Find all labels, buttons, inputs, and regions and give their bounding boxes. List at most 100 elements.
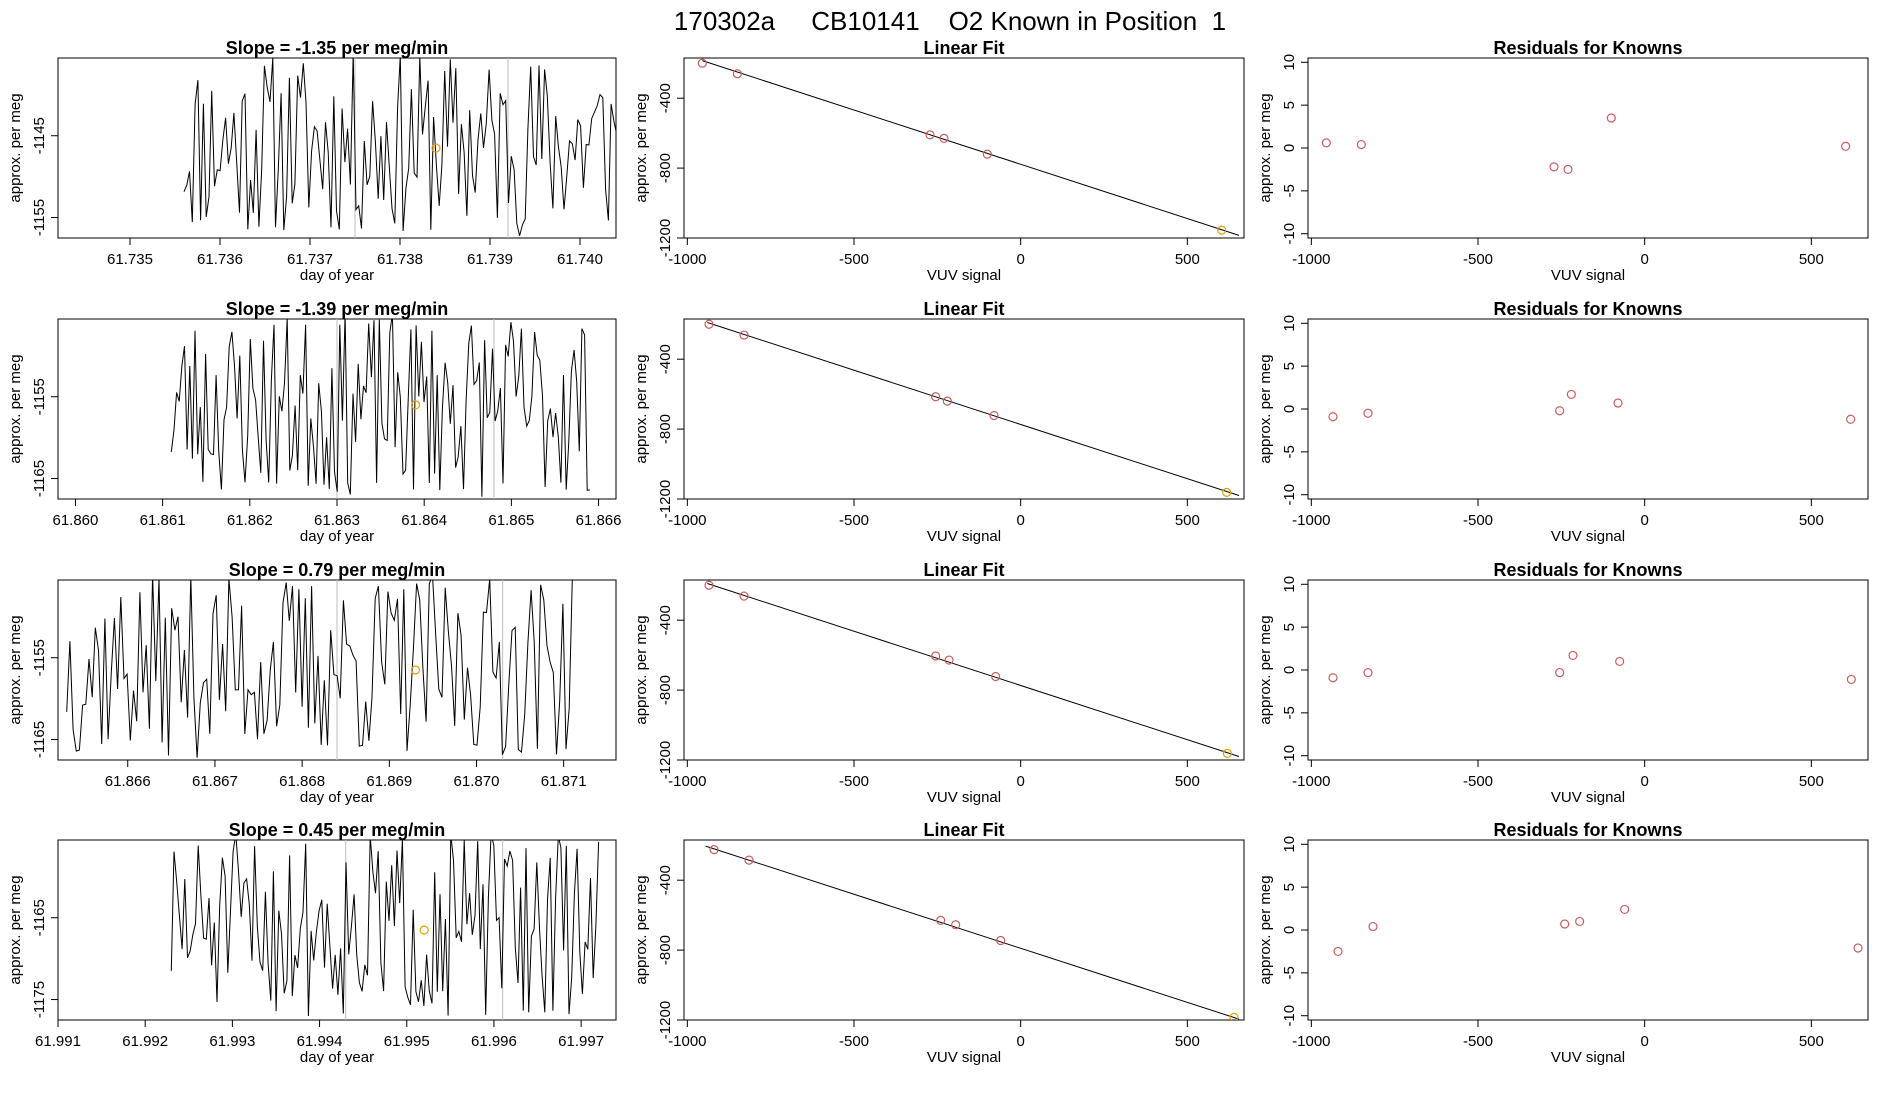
x-tick-label: 61.864 [401, 512, 447, 529]
data-point [1549, 162, 1559, 172]
y-tick-label: -10 [1281, 1005, 1298, 1027]
x-tick-label: 61.862 [227, 512, 273, 529]
x-tick-label: 61.865 [488, 512, 534, 529]
x-tick-label: 500 [1799, 773, 1824, 790]
y-tick-label: -1165 [31, 899, 48, 936]
x-tick-label: 500 [1799, 251, 1824, 268]
y-tick-label: -5 [1281, 966, 1298, 979]
y-tick-label: -400 [657, 605, 674, 635]
y-axis-label: approx. per meg [633, 354, 650, 463]
panel-3-0: Slope = 0.45 per meg/min 61.991 61.992 61.9… [7, 820, 617, 1066]
y-axis-label: approx. per meg [7, 615, 24, 724]
chart-title: Slope = 0.79 per meg/min [229, 560, 446, 580]
data-point [1566, 389, 1576, 400]
panel-0-0: Slope = -1.35 per meg/min 61.735 61.736 61.… [7, 38, 617, 284]
x-tick-label: 61.736 [197, 251, 243, 268]
y-tick-label: 0 [1281, 926, 1298, 934]
x-tick-label: 500 [1799, 1033, 1824, 1050]
x-tick-label: 61.991 [35, 1033, 81, 1050]
x-tick-label: 500 [1175, 1033, 1200, 1050]
data-point [1615, 656, 1625, 667]
y-tick-label: -1200 [657, 741, 674, 779]
y-axis-label: approx. per meg [7, 93, 24, 202]
y-tick-label: 10 [1281, 836, 1298, 853]
data-point [942, 396, 952, 406]
data-point [704, 580, 714, 590]
y-tick-label: -1155 [31, 639, 48, 676]
x-tick-label: -500 [1463, 773, 1493, 790]
data-point [1853, 943, 1863, 953]
x-axis-label: VUV signal [1551, 1049, 1625, 1066]
y-tick-label: 0 [1281, 144, 1298, 152]
panel-3-1: Linear Fit -1000 -500 0 500 VUV signal -400 -80… [633, 820, 1245, 1066]
x-tick-label: -500 [1463, 251, 1493, 268]
data-point [982, 149, 992, 159]
y-tick-label: -1145 [31, 117, 48, 154]
x-tick-label: 61.866 [105, 773, 151, 790]
data-point [704, 319, 714, 329]
y-axis-label: approx. per meg [1257, 875, 1274, 984]
data-point [1568, 650, 1578, 661]
data-point [1321, 138, 1331, 148]
x-tick-label: -1000 [668, 773, 706, 790]
plot-area [170, 840, 600, 1020]
data-point [732, 69, 742, 79]
plot-area [704, 319, 1240, 497]
plot-frame [683, 318, 1245, 500]
data-point [925, 130, 935, 140]
x-axis-label: day of year [300, 1049, 374, 1066]
plot-frame [1307, 57, 1869, 239]
plot-area [704, 580, 1240, 758]
y-tick-label: -1165 [31, 721, 48, 758]
x-tick-label: 61.995 [384, 1033, 430, 1050]
y-tick-label: -800 [657, 935, 674, 965]
chart-title: Slope = -1.39 per meg/min [226, 299, 449, 319]
plot-frame [683, 579, 1245, 761]
chart-title: Linear Fit [923, 560, 1004, 580]
plot-area [705, 845, 1240, 1020]
x-tick-label: -1000 [668, 251, 706, 268]
y-tick-label: -800 [657, 675, 674, 705]
x-tick-label: 61.866 [576, 512, 622, 529]
x-tick-label: 61.863 [314, 512, 360, 529]
data-point [1328, 673, 1338, 683]
fit-line [707, 322, 1240, 496]
y-tick-label: -1200 [657, 1001, 674, 1039]
x-axis-label: day of year [300, 528, 374, 545]
y-axis-label: approx. per meg [7, 875, 24, 984]
data-point [1846, 674, 1856, 685]
x-tick-label: -500 [839, 512, 869, 529]
x-tick-label: 61.870 [454, 773, 500, 790]
x-tick-label: -1000 [668, 512, 706, 529]
plot-area [183, 58, 616, 238]
y-tick-label: 5 [1281, 883, 1298, 891]
x-axis-label: VUV signal [927, 789, 1001, 806]
data-point [1555, 667, 1565, 678]
data-point [1841, 141, 1851, 151]
y-tick-label: -5 [1281, 445, 1298, 458]
x-tick-label: 61.992 [122, 1033, 168, 1050]
x-tick-label: 0 [1016, 1033, 1024, 1050]
x-tick-label: -1000 [1292, 1033, 1330, 1050]
panel-1-0: Slope = -1.39 per meg/min 61.860 61.861 61.… [7, 299, 622, 545]
y-axis-label: approx. per meg [1257, 93, 1274, 202]
x-tick-label: -500 [1463, 1033, 1493, 1050]
plot-area [697, 58, 1240, 236]
y-tick-label: 0 [1281, 666, 1298, 674]
y-tick-label: 5 [1281, 623, 1298, 631]
chart-title: Residuals for Knowns [1493, 560, 1682, 580]
data-point [931, 651, 941, 661]
x-tick-label: 61.994 [297, 1033, 343, 1050]
y-tick-label: -800 [657, 414, 674, 444]
x-tick-label: 500 [1175, 512, 1200, 529]
data-point [1560, 919, 1570, 929]
y-tick-label: -1155 [31, 199, 48, 236]
x-tick-label: 0 [1640, 251, 1648, 268]
data-trace [183, 58, 616, 236]
data-point [1575, 916, 1585, 927]
data-point [1222, 748, 1232, 758]
y-axis-label: approx. per meg [633, 615, 650, 724]
y-tick-label: -1175 [31, 981, 48, 1018]
data-point [1846, 414, 1856, 424]
